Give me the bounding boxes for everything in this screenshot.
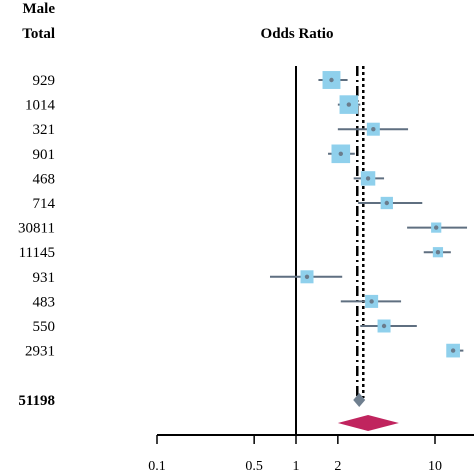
pooled-diamond	[353, 393, 366, 407]
x-tick-label: 10	[428, 459, 442, 474]
prediction-diamond	[337, 415, 399, 431]
row-total-label: 11145	[19, 245, 55, 261]
row-total-label: 550	[33, 319, 56, 335]
row-total-label: 468	[33, 171, 56, 187]
x-tick-label: 1	[293, 459, 300, 474]
row-total-label: 2931	[25, 344, 55, 360]
point-estimate	[384, 200, 389, 206]
point-estimate	[346, 102, 352, 107]
row-total-label: 321	[33, 122, 56, 138]
row-total-label: 483	[33, 294, 56, 310]
chart-title: Odds Ratio	[261, 26, 334, 42]
point-estimate	[365, 176, 371, 181]
row-total-label: 714	[33, 196, 56, 212]
point-estimate	[338, 151, 343, 156]
x-tick-label: 2	[334, 459, 341, 474]
point-estimate	[329, 77, 334, 83]
point-estimate	[450, 348, 456, 353]
group-label: Male	[23, 1, 56, 17]
point-estimate	[371, 127, 376, 132]
x-tick-label: 0.1	[148, 459, 166, 474]
point-estimate	[369, 299, 374, 304]
row-total-label: 30811	[18, 221, 55, 237]
point-estimate	[304, 274, 310, 279]
row-total-label: 1014	[25, 98, 56, 114]
total-column-header: Total	[22, 26, 55, 42]
point-estimate	[381, 323, 387, 329]
point-estimate	[435, 250, 441, 255]
pooled-total-label: 51198	[18, 393, 55, 409]
point-estimate	[433, 225, 439, 230]
row-total-label: 931	[33, 270, 56, 286]
plot-area: 929 1014 321 901 468 714 30811 11145 931 483 550 29…	[18, 66, 474, 474]
row-total-label: 901	[33, 147, 56, 163]
row-total-label: 929	[33, 73, 56, 89]
x-tick-label: 0.5	[245, 459, 263, 474]
